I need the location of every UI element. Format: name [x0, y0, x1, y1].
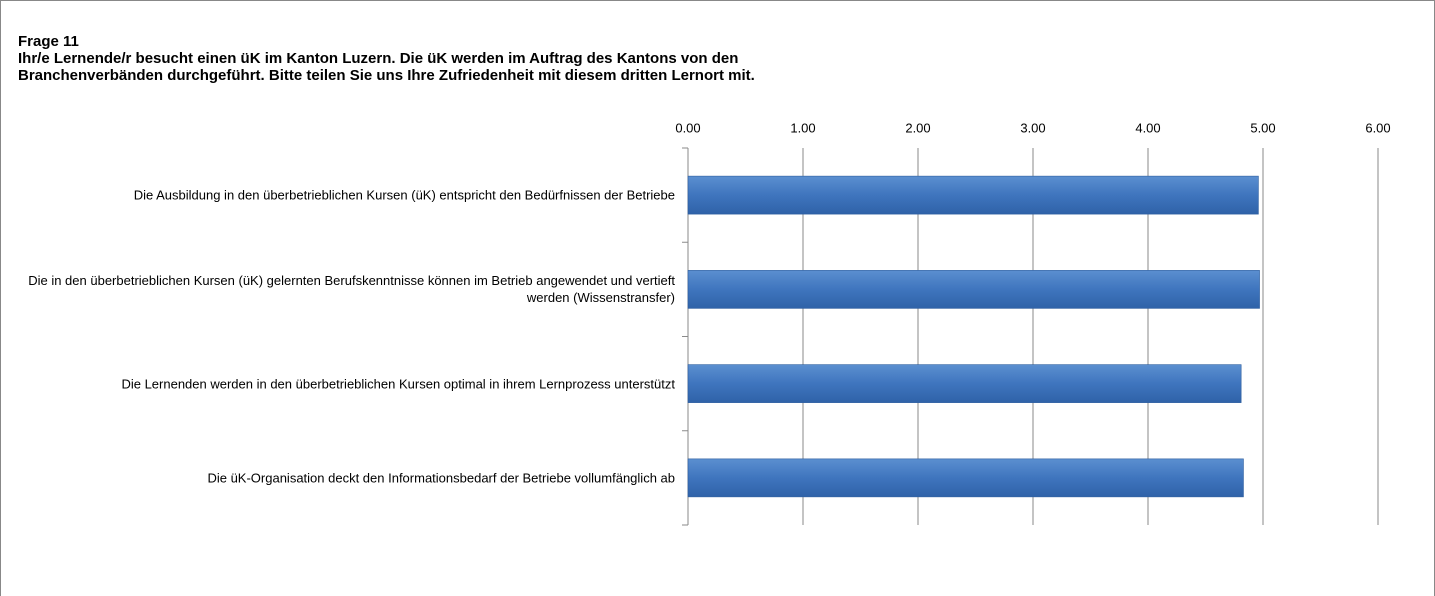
x-tick-label: 6.00 — [1365, 120, 1390, 135]
y-tick-label: Die üK-Organisation deckt den Informatio… — [207, 470, 675, 486]
bar — [687, 175, 1259, 215]
x-tick-label: 2.00 — [905, 120, 930, 135]
chart-title: Frage 11 — [18, 33, 79, 50]
x-tick-label: 0.00 — [675, 120, 700, 135]
x-tick-label: 3.00 — [1020, 120, 1045, 135]
bar — [687, 364, 1242, 403]
bar — [687, 270, 1260, 309]
x-tick-label: 4.00 — [1135, 120, 1160, 135]
x-tick-label: 1.00 — [790, 120, 815, 135]
chart-subtitle: Branchenverbänden durchgeführt. Bitte te… — [18, 67, 755, 84]
x-tick-label: 5.00 — [1250, 120, 1275, 135]
y-tick-label: Die in den überbetrieblichen Kursen (üK)… — [28, 273, 675, 306]
y-tick-label: Die Ausbildung in den überbetrieblichen … — [133, 187, 675, 203]
y-tick-label: Die Lernenden werden in den überbetriebl… — [121, 376, 675, 392]
bar — [687, 458, 1244, 498]
chart-subtitle: Ihr/e Lernende/r besucht einen üK im Kan… — [18, 50, 739, 67]
